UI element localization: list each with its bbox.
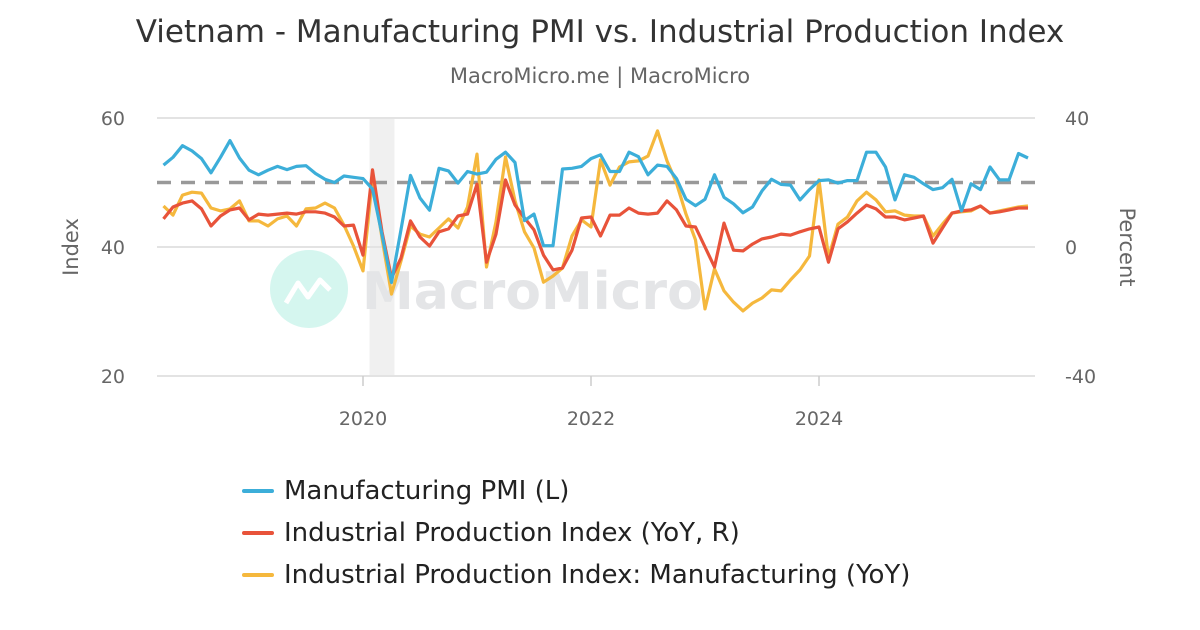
legend-label-ip-manufacturing: Industrial Production Index: Manufacturi… <box>284 560 911 590</box>
left-axis-label: Index <box>59 218 83 276</box>
x-tick-label: 2022 <box>567 408 615 430</box>
right-axis-label: Percent <box>1115 207 1139 286</box>
series-line-0 <box>162 139 1029 285</box>
series-line-2 <box>162 129 1029 313</box>
watermark-logo-icon <box>283 277 332 305</box>
legend-swatch-pmi <box>242 489 274 493</box>
legend-label-pmi: Manufacturing PMI (L) <box>284 476 570 506</box>
chart-subtitle: MacroMicro.me | MacroMicro <box>449 64 751 88</box>
left-tick-label: 20 <box>101 366 125 388</box>
left-tick-label: 40 <box>101 237 125 259</box>
legend: Manufacturing PMI (L) Industrial Product… <box>242 470 910 596</box>
legend-item-ip[interactable]: Industrial Production Index (YoY, R) <box>242 512 910 554</box>
watermark-logo-icon <box>270 250 348 328</box>
legend-label-ip: Industrial Production Index (YoY, R) <box>284 518 740 548</box>
watermark-text: MacroMicro <box>362 262 703 322</box>
x-tick-label: 2024 <box>795 408 843 430</box>
right-tick-label: 0 <box>1065 237 1077 259</box>
x-tick-label: 2020 <box>339 408 387 430</box>
legend-item-ip-manufacturing[interactable]: Industrial Production Index: Manufacturi… <box>242 554 910 596</box>
left-tick-label: 60 <box>101 108 125 130</box>
series-line-1 <box>162 168 1028 280</box>
right-tick-label: 40 <box>1065 108 1089 130</box>
legend-swatch-ip <box>242 531 274 535</box>
right-tick-label: -40 <box>1065 366 1096 388</box>
chart-title: Vietnam - Manufacturing PMI vs. Industri… <box>135 14 1065 50</box>
legend-item-pmi[interactable]: Manufacturing PMI (L) <box>242 470 910 512</box>
legend-swatch-ip-manufacturing <box>242 573 274 577</box>
